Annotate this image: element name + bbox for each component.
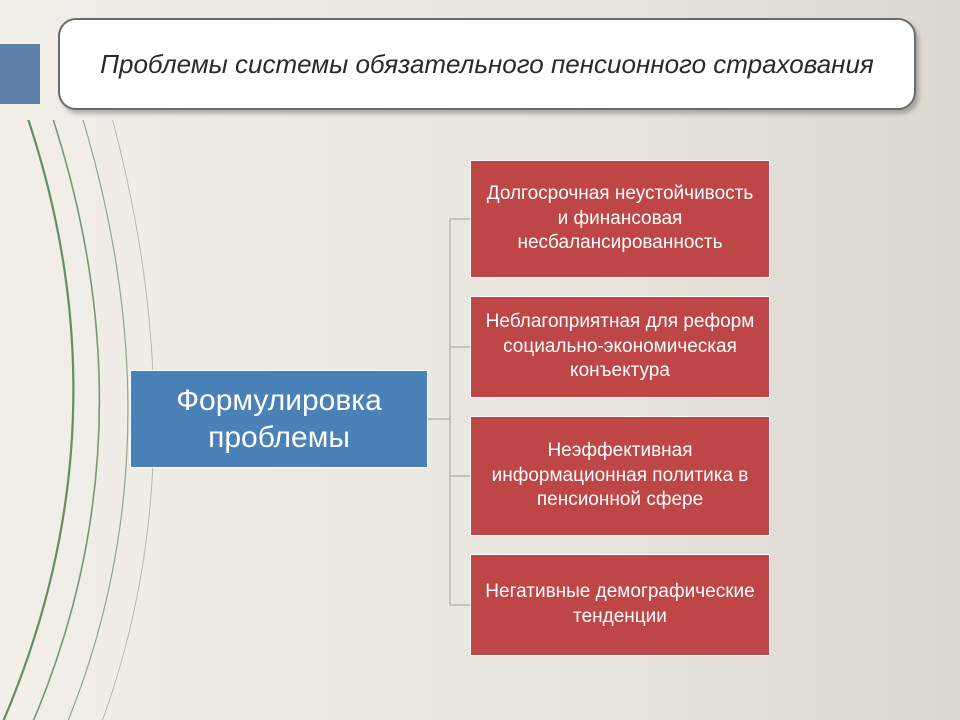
root-label: Формулировка проблемы xyxy=(139,382,419,457)
root-node: Формулировка проблемы xyxy=(130,370,428,468)
title-box: Проблемы системы обязательного пенсионно… xyxy=(58,18,916,110)
child-label-1: Неблагоприятная для реформ социально-эко… xyxy=(481,310,759,384)
child-label-0: Долгосрочная неустойчивость и финансовая… xyxy=(481,182,759,256)
child-node-2: Неэффективная информационная политика в … xyxy=(470,416,770,536)
child-label-2: Неэффективная информационная политика в … xyxy=(481,439,759,513)
child-label-3: Негативные демографические тенденции xyxy=(481,580,759,629)
child-node-0: Долгосрочная неустойчивость и финансовая… xyxy=(470,160,770,278)
child-node-3: Негативные демографические тенденции xyxy=(470,554,770,656)
page-title: Проблемы системы обязательного пенсионно… xyxy=(100,48,874,81)
child-node-1: Неблагоприятная для реформ социально-эко… xyxy=(470,296,770,398)
left-accent-bar xyxy=(0,44,40,104)
